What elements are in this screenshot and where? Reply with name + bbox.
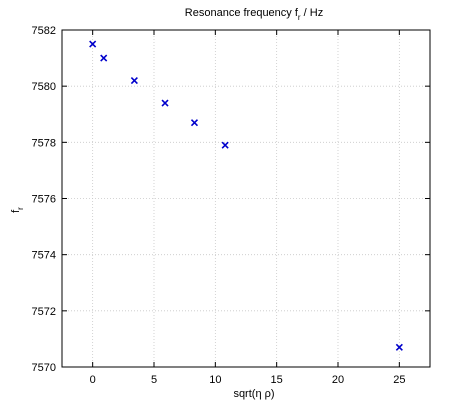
marker-stroke xyxy=(395,343,403,351)
x-tick-label: 10 xyxy=(209,374,221,386)
marker-stroke xyxy=(130,76,138,85)
data-point-marker xyxy=(130,76,138,85)
y-tick-label: 7580 xyxy=(32,81,56,93)
y-tick-label: 7578 xyxy=(32,137,56,149)
chart-title: Resonance frequency fr / Hz xyxy=(185,7,323,22)
y-axis-label: fr xyxy=(10,207,25,213)
x-tick-label: 5 xyxy=(151,374,157,386)
data-point-marker xyxy=(190,119,199,127)
data-series xyxy=(89,40,403,351)
x-tick-label: 15 xyxy=(271,374,283,386)
marker-stroke xyxy=(161,99,169,107)
y-tick-label: 7570 xyxy=(32,362,56,374)
y-axis: 7570 7572 7574 7576 7578 7580 7582 xyxy=(32,25,430,374)
grid-lines xyxy=(62,29,430,368)
x-tick-label: 25 xyxy=(393,374,405,386)
marker-stroke xyxy=(100,54,108,62)
marker-stroke xyxy=(221,141,229,149)
y-tick-label: 7582 xyxy=(32,25,56,37)
x-axis: 0 5 10 15 20 25 xyxy=(90,30,405,386)
data-point-marker xyxy=(100,54,108,62)
y-tick-label: 7574 xyxy=(32,250,56,262)
data-point-marker xyxy=(161,99,169,107)
data-point-marker xyxy=(221,141,229,149)
x-axis-label: sqrt(η ρ) xyxy=(233,388,274,400)
x-tick-label: 20 xyxy=(332,374,344,386)
x-tick-label: 0 xyxy=(90,374,96,386)
data-point-marker xyxy=(89,40,97,48)
y-tick-label: 7572 xyxy=(32,306,56,318)
data-point-marker xyxy=(395,343,403,351)
marker-stroke xyxy=(190,119,199,127)
marker-stroke xyxy=(89,40,97,48)
y-tick-label: 7576 xyxy=(32,194,56,206)
